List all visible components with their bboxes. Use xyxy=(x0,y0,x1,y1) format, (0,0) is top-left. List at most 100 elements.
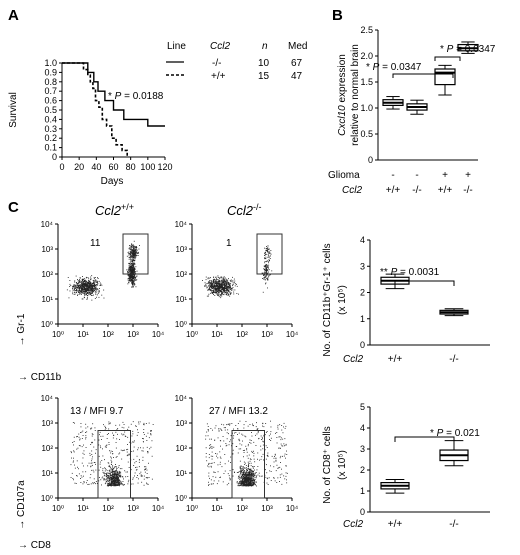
flow-top-x-label: → CD11b xyxy=(18,372,62,383)
ccl2-value: +/+ xyxy=(386,185,401,196)
flow-x-tick-label: 10⁴ xyxy=(286,330,299,339)
cd11b-gr1-y-tick-label: 3 xyxy=(360,261,365,271)
survival-x-label: Days xyxy=(101,176,124,187)
col2-title: Ccl2-/- xyxy=(227,202,262,218)
survival-y-tick-label: 1.0 xyxy=(44,58,57,68)
flow-y-tick-label: 10² xyxy=(41,270,53,279)
flow-y-tick-label: 10³ xyxy=(175,245,187,254)
cxcl10-y-label: Cxcl10 expression xyxy=(337,54,348,136)
cd8-y-tick-label: 1 xyxy=(360,486,365,496)
flow-events xyxy=(70,421,154,487)
survival-x-tick-label: 60 xyxy=(108,162,118,172)
survival-y-tick-label: 0.2 xyxy=(44,133,57,143)
col1-title: Ccl2+/+ xyxy=(95,202,134,218)
cd8-y-label: No. of CD8⁺ cells xyxy=(322,426,333,504)
flow-x-tick-label: 10³ xyxy=(261,330,273,339)
survival-line-wt xyxy=(62,62,128,157)
cd11b-gr1-y-label: No. of CD11b⁺Gr-1⁺ cells xyxy=(322,243,333,356)
survival-legend: Line Ccl2 n Med -/- 10 67 +/+ 15 47 xyxy=(166,41,307,82)
bracket-right xyxy=(434,56,461,61)
legend-row2-med: 47 xyxy=(291,71,303,82)
cxcl10-y-tick-label: 2.0 xyxy=(360,51,373,61)
cd11b-gr1-y-tick-label: 4 xyxy=(360,235,365,245)
glioma-value: - xyxy=(391,170,394,181)
flow-x-tick-label: 10⁰ xyxy=(52,330,64,339)
cd8-bracket xyxy=(394,436,455,442)
flow-x-tick-label: 10⁴ xyxy=(286,504,299,513)
glioma-value: + xyxy=(442,170,448,181)
cxcl10-y-tick-label: 0 xyxy=(368,155,373,165)
survival-x-tick-label: 20 xyxy=(74,162,84,172)
legend-header-ccl2: Ccl2 xyxy=(210,41,230,52)
flow-x-tick-label: 10¹ xyxy=(77,330,89,339)
cd8-box-ko xyxy=(439,440,469,467)
flow-x-tick-label: 10² xyxy=(102,504,114,513)
flow-gate xyxy=(97,430,131,499)
flow-x-tick-label: 10⁴ xyxy=(152,330,165,339)
cd11b-gr1-bracket xyxy=(394,280,455,286)
flow-x-tick-label: 10² xyxy=(236,504,248,513)
ccl2-value: -/- xyxy=(412,185,421,196)
flow-gate xyxy=(122,233,149,275)
flow-bottom-x-label: → CD8 xyxy=(18,540,51,551)
cxcl10-box-4 xyxy=(457,41,479,54)
cd11b-gr1-pvalue: ** P = 0.0031 xyxy=(380,267,440,278)
ccl2-value: +/+ xyxy=(438,185,453,196)
gate-label-cd107-ko: 27 / MFI 13.2 xyxy=(209,406,268,417)
cd11b-gr1-y-tick-label: 1 xyxy=(360,314,365,324)
cxcl10-pvalue-right: * P = 0.0347 xyxy=(440,44,496,55)
cxcl10-box-2 xyxy=(406,99,428,115)
survival-x-tick-label: 40 xyxy=(91,162,101,172)
panel-c-letter: C xyxy=(8,199,19,216)
flow-bottom-y-label: → CD107a xyxy=(16,480,27,530)
cd8-genotype-wt: +/+ xyxy=(388,519,403,530)
cd8-y-tick-label: 5 xyxy=(360,402,365,412)
cd11b-gr1-y-tick-label: 2 xyxy=(360,288,365,298)
legend-row2-genotype: +/+ xyxy=(211,71,226,82)
cxcl10-y-label-2: relative to normal brain xyxy=(350,44,361,146)
cd8-y-tick-label: 3 xyxy=(360,444,365,454)
survival-y-tick-label: 0.9 xyxy=(44,67,57,77)
flow-y-tick-label: 10² xyxy=(175,444,187,453)
flow-y-tick-label: 10² xyxy=(41,444,53,453)
flow-x-tick-label: 10³ xyxy=(127,504,139,513)
survival-y-tick-label: 0.6 xyxy=(44,96,57,106)
flow-y-tick-label: 10¹ xyxy=(175,295,187,304)
glioma-row-label: Glioma xyxy=(328,170,360,181)
flow-x-tick-label: 10³ xyxy=(127,330,139,339)
survival-line-ko xyxy=(62,62,165,127)
survival-x-tick-label: 0 xyxy=(59,162,64,172)
glioma-value: - xyxy=(415,170,418,181)
flow-y-tick-label: 10¹ xyxy=(175,469,187,478)
flow-x-tick-label: 10² xyxy=(236,330,248,339)
flow-x-tick-label: 10² xyxy=(102,330,114,339)
flow-x-tick-label: 10⁰ xyxy=(52,504,64,513)
flow-y-tick-label: 10⁴ xyxy=(41,220,54,229)
flow-y-tick-label: 10⁴ xyxy=(175,394,188,403)
flow-x-tick-label: 10⁴ xyxy=(152,504,165,513)
legend-header-n: n xyxy=(262,41,268,52)
flow-y-tick-label: 10¹ xyxy=(41,469,53,478)
cd11b-gr1-y-tick-label: 0 xyxy=(360,340,365,350)
panel-a-letter: A xyxy=(8,7,19,24)
cxcl10-y-tick-label: 1.5 xyxy=(360,77,373,87)
survival-y-tick-label: 0.1 xyxy=(44,143,57,153)
survival-chart: 00.10.20.30.40.50.60.70.80.91.0 0 20 40 60 8… xyxy=(8,41,307,187)
legend-row1-genotype: -/- xyxy=(212,58,221,69)
cd11b-gr1-boxplot: 0 1 2 3 4 xyxy=(360,235,490,350)
ccl2-row-label: Ccl2 xyxy=(342,185,362,196)
legend-row1-med: 67 xyxy=(291,58,303,69)
cd8-genotype-label: Ccl2 xyxy=(343,519,363,530)
legend-row2-n: 15 xyxy=(258,71,270,82)
flow-x-tick-label: 10⁰ xyxy=(186,330,198,339)
flow-y-tick-label: 10¹ xyxy=(41,295,53,304)
legend-header-med: Med xyxy=(288,41,307,52)
cxcl10-pvalue-left: * P = 0.0347 xyxy=(366,62,422,73)
flow-x-tick-label: 10³ xyxy=(261,504,273,513)
cd8-genotype-ko: -/- xyxy=(449,519,458,530)
cxcl10-y-tick-label: 2.5 xyxy=(360,25,373,35)
survival-y-tick-label: 0 xyxy=(52,152,57,162)
